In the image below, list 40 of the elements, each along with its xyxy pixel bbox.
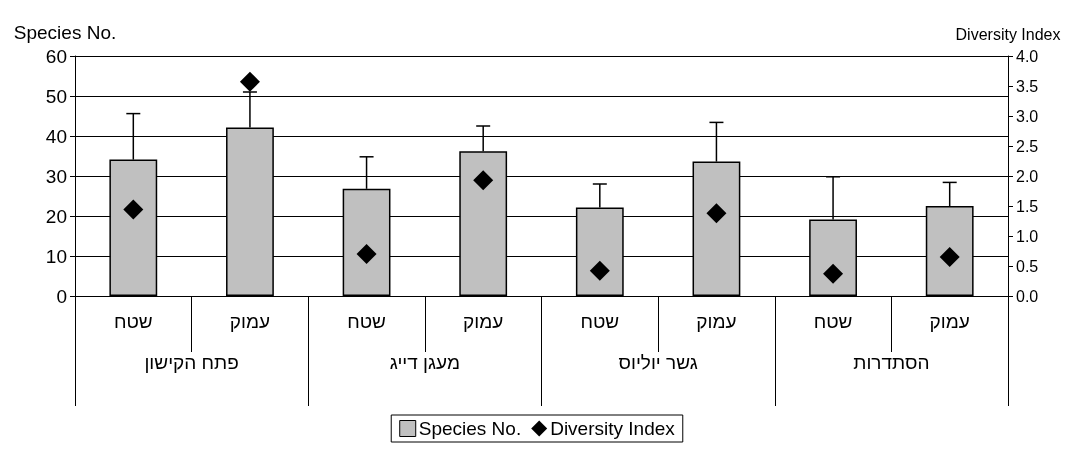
y2-axis-title: Diversity Index [955,25,1061,43]
x-tick-label: שטח [813,311,853,332]
y-tick-label: 50 [45,85,67,107]
legend-label: Species No. [418,418,522,439]
point [589,260,610,281]
y2-tick-label: 2.0 [1016,167,1039,185]
y2-tick-label: 2.5 [1016,137,1039,155]
legend-label: Diversity Index [550,418,676,439]
y-tick-label: 60 [45,45,67,67]
x-tick-label: שטח [113,311,153,332]
y-tick-label: 10 [45,245,67,267]
y-axis-title: Species No. [13,22,117,43]
point [356,244,377,264]
point [123,199,144,220]
x-tick-label: עמוק [229,311,271,332]
text: הסתדרות [853,352,930,373]
y2-tick-label: 1.5 [1016,197,1039,215]
y2-tick-label: 3.5 [1016,77,1039,95]
x-tick-label: עמוק [463,311,504,332]
x-tick-label: עמוק [696,311,737,332]
y2-tick-label: 0.0 [1016,287,1039,305]
text: גשר יוליוס [618,352,698,373]
text: מעגן דייג [389,352,460,373]
y-tick-label: 30 [45,165,67,187]
y2-tick-label: 4.0 [1016,47,1039,65]
text: פתח הקישון [144,352,239,373]
point [939,247,960,267]
y2-tick-label: 0.5 [1016,257,1039,275]
y-tick-label: 20 [45,205,67,227]
y-tick-label: 40 [45,125,67,147]
y2-tick-label: 3.0 [1016,107,1039,125]
y-tick-label: 0 [56,285,67,307]
point [239,71,260,92]
point [823,263,844,284]
x-tick-label: עמוק [929,311,970,332]
y2-tick-label: 1.0 [1016,227,1039,245]
x-tick-label: שטח [347,311,387,332]
point [473,170,494,191]
x-tick-label: שטח [580,311,620,332]
point [706,203,727,224]
